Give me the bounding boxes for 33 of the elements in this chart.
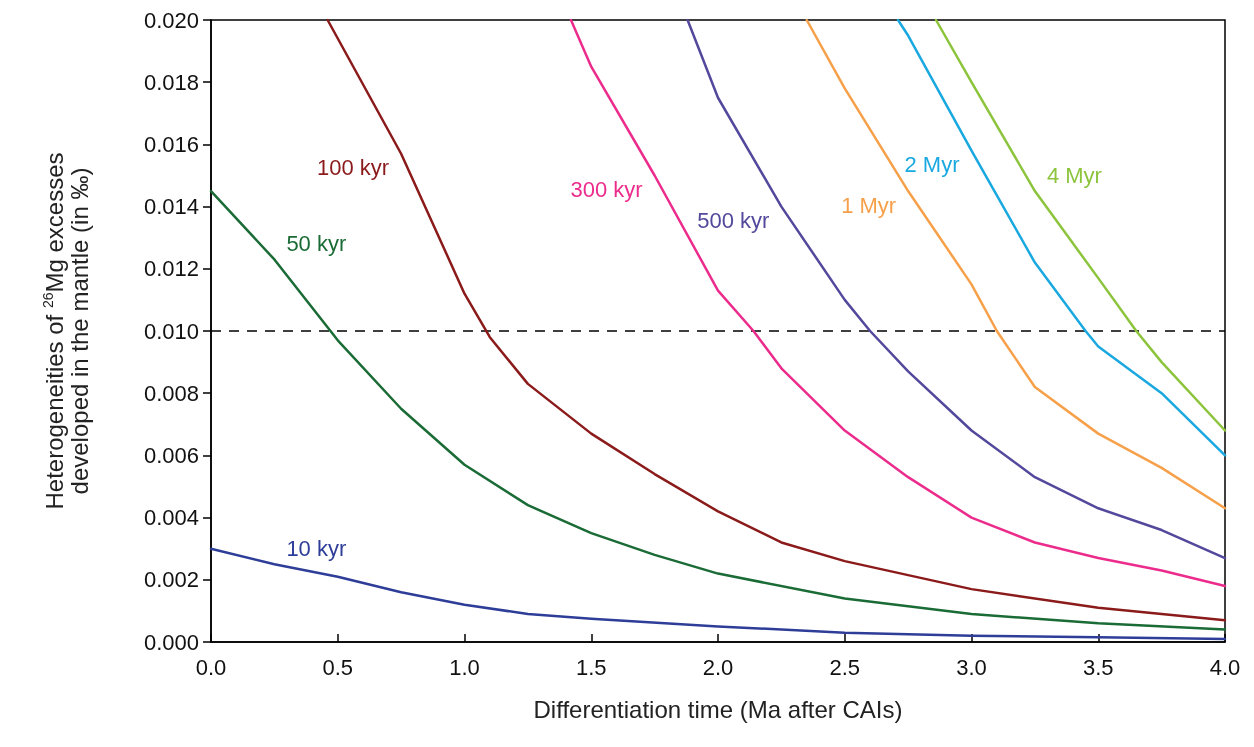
x-tick-label: 4.0 bbox=[1209, 654, 1241, 680]
y-tick-label: 0.020 bbox=[143, 7, 199, 33]
x-tick-label: 3.5 bbox=[1082, 654, 1114, 680]
line-series bbox=[569, 18, 1227, 588]
x-tick-label: 2.0 bbox=[702, 654, 734, 680]
series-label: 50 kyr bbox=[286, 230, 347, 256]
line-series bbox=[896, 18, 1227, 457]
series-label: 2 Myr bbox=[904, 152, 960, 178]
y-tick-label: 0.008 bbox=[143, 380, 199, 406]
y-tick-label: 0.014 bbox=[143, 194, 199, 220]
y-tick-label: 0.000 bbox=[143, 629, 199, 655]
x-axis-title: Differentiation time (Ma after CAIs) bbox=[533, 695, 903, 723]
series-label: 500 kyr bbox=[697, 208, 770, 234]
series-label: 100 kyr bbox=[316, 155, 390, 181]
series-label: 10 kyr bbox=[286, 535, 347, 561]
x-tick-label: 0.5 bbox=[322, 654, 354, 680]
line-series bbox=[686, 18, 1227, 560]
x-tick-label: 1.0 bbox=[449, 654, 480, 680]
x-tick-label: 3.0 bbox=[956, 654, 987, 680]
y-tick-label: 0.018 bbox=[143, 69, 199, 95]
series-label: 1 Myr bbox=[841, 192, 897, 218]
y-tick-label: 0.010 bbox=[143, 318, 199, 344]
y-tick-label: 0.012 bbox=[143, 256, 199, 282]
series-label: 4 Myr bbox=[1046, 162, 1102, 188]
x-tick-label: 1.5 bbox=[575, 654, 607, 680]
x-tick-label: 0.0 bbox=[195, 654, 227, 680]
line-series bbox=[805, 18, 1227, 510]
y-tick-label: 0.016 bbox=[143, 131, 199, 157]
y-tick-label: 0.004 bbox=[143, 505, 199, 531]
y-tick-label: 0.006 bbox=[143, 442, 199, 468]
x-tick-label: 2.5 bbox=[829, 654, 861, 680]
y-tick-label: 0.002 bbox=[143, 567, 199, 593]
series-label: 300 kyr bbox=[570, 177, 643, 202]
